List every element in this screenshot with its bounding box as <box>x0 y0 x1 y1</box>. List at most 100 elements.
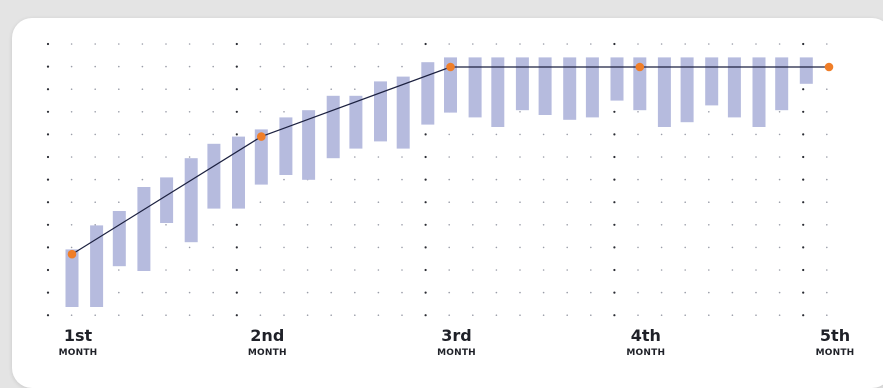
bar-4 <box>137 187 151 271</box>
grid-dot <box>826 156 828 158</box>
grid-dot <box>188 269 191 271</box>
grid-dot <box>802 133 805 136</box>
grid-dot <box>118 156 120 158</box>
grid-dot <box>165 269 167 271</box>
grid-dot <box>637 291 639 294</box>
grid-dot <box>613 133 616 136</box>
grid-dot <box>70 88 73 90</box>
grid-dot <box>212 43 214 45</box>
grid-dot <box>448 43 451 45</box>
grid-dot <box>495 43 498 45</box>
grid-dot <box>94 133 96 136</box>
grid-dot <box>802 246 805 249</box>
bar-5 <box>160 177 174 223</box>
grid-dot <box>472 156 474 158</box>
grid-dot <box>637 43 639 45</box>
grid-dot <box>401 269 403 271</box>
grid-dot <box>377 201 380 203</box>
bar-32 <box>799 57 813 84</box>
grid-dot <box>519 269 521 271</box>
grid-dot <box>708 156 710 158</box>
grid-dot <box>708 111 710 113</box>
grid-dot <box>165 246 167 249</box>
grid-dot <box>826 88 828 90</box>
grid-dot <box>118 178 120 181</box>
grid-dot <box>94 43 96 45</box>
grid-dot <box>94 156 96 158</box>
grid-dot <box>118 314 120 317</box>
grid-dot <box>542 178 545 181</box>
grid-dot <box>637 156 639 158</box>
grid-dot <box>448 201 451 203</box>
grid-dot <box>141 314 144 317</box>
grid-dot <box>424 223 427 226</box>
grid-dot <box>495 178 498 181</box>
grid-dot <box>778 201 781 203</box>
grid-dot <box>377 314 380 317</box>
grid-dot <box>306 65 309 68</box>
grid-dot <box>495 314 498 317</box>
grid-dot <box>519 291 521 294</box>
grid-dot <box>118 133 120 136</box>
bar-9 <box>254 129 268 185</box>
chart-canvas: 1st MONTH 2nd MONTH 3rd MONTH 4th MONTH 5th MONTH <box>46 42 854 358</box>
grid-dot <box>283 201 285 203</box>
grid-dot <box>354 156 356 158</box>
grid-dot <box>141 88 144 90</box>
grid-dot <box>448 133 451 136</box>
bar-11 <box>302 110 316 180</box>
grid-dot <box>472 314 474 317</box>
grid-dot <box>826 178 828 181</box>
grid-dot <box>377 178 380 181</box>
grid-dot <box>613 291 616 294</box>
data-point-4 <box>635 62 645 72</box>
grid-dot <box>188 246 191 249</box>
grid-dot <box>94 201 96 203</box>
grid-dot <box>448 156 451 158</box>
grid-dot <box>590 314 592 317</box>
grid-dot <box>684 314 686 317</box>
grid-dot <box>259 201 262 203</box>
grid-dot <box>778 133 781 136</box>
grid-dot <box>472 269 474 271</box>
grid-dot <box>613 178 616 181</box>
grid-dot <box>212 314 214 317</box>
grid-dot <box>495 133 498 136</box>
bar-13 <box>349 95 363 149</box>
grid-dot <box>755 246 757 249</box>
grid-dot <box>235 268 238 272</box>
data-point-5 <box>824 62 834 72</box>
grid-dot <box>283 43 285 45</box>
grid-dot <box>94 88 96 90</box>
x-tick-sublabel: MONTH <box>248 348 287 358</box>
grid-dot <box>637 314 639 317</box>
bar-1 <box>65 249 79 307</box>
grid-dot <box>188 43 191 45</box>
grid-dot <box>542 201 545 203</box>
bar-19 <box>491 57 505 127</box>
bar-16 <box>421 62 435 125</box>
grid-dot <box>731 178 734 181</box>
grid-dot <box>424 268 427 272</box>
grid-dot <box>401 291 403 294</box>
grid-dot <box>118 65 120 68</box>
grid-dot <box>46 291 50 294</box>
grid-dot <box>590 246 592 249</box>
grid-dot <box>283 224 285 226</box>
grid-dot <box>94 65 96 68</box>
grid-dot <box>46 268 50 272</box>
grid-dot <box>519 246 521 249</box>
grid-dot <box>354 314 356 317</box>
grid-dot <box>637 133 639 136</box>
grid-dot <box>566 291 568 294</box>
grid-dot <box>708 291 710 294</box>
grid-dot <box>330 269 333 271</box>
grid-dot <box>94 111 96 113</box>
grid-dot <box>141 43 144 45</box>
grid-dot <box>778 111 781 113</box>
grid-dot <box>377 156 380 158</box>
grid-dot <box>637 111 639 113</box>
grid-dot <box>235 223 238 226</box>
grid-dot <box>188 314 191 317</box>
grid-dot <box>306 224 309 226</box>
